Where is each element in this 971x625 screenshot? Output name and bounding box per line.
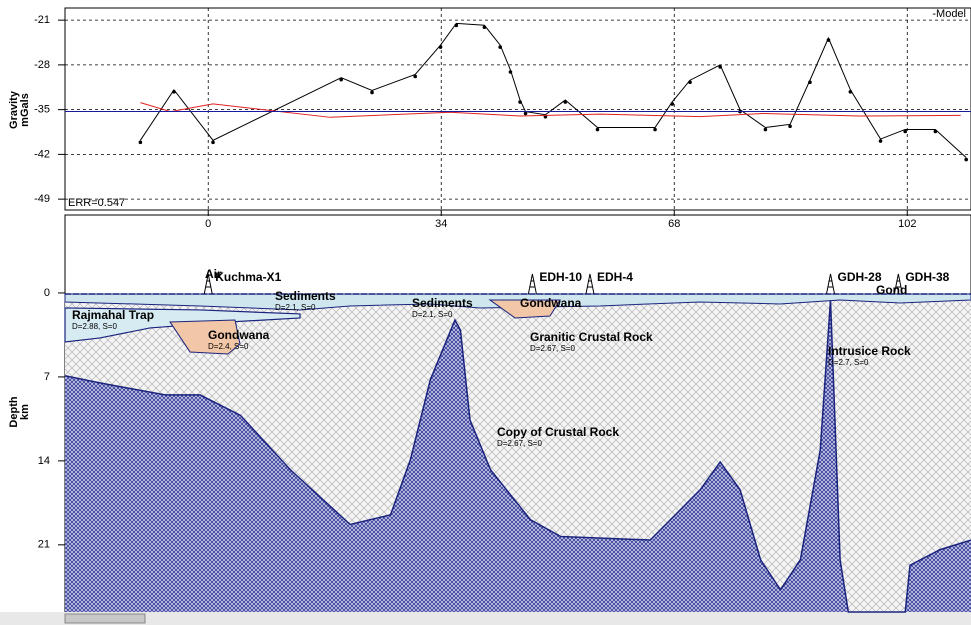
y-tick-label: -35 (34, 104, 50, 116)
body-label: Air (205, 267, 222, 281)
x-tick-label: 0 (205, 218, 211, 230)
observed-point (339, 77, 343, 82)
observed-point (878, 139, 883, 143)
observed-point (523, 111, 528, 116)
y-axis-label: Depthkm (8, 396, 31, 427)
observed-point (670, 102, 674, 106)
observed-point (413, 74, 418, 79)
observed-point (718, 65, 722, 69)
x-tick-label: 34 (435, 218, 447, 230)
observed-point (438, 45, 443, 49)
body-label: Granitic Crustal Rock (530, 330, 653, 344)
y-axis-label-line: Gravity (8, 90, 20, 129)
well-label: GDH-38 (905, 270, 949, 284)
body-params: D=2.7, S=0 (828, 358, 869, 367)
well-label: EDH-4 (597, 270, 633, 284)
gondwana-basin (488, 299, 561, 319)
observed-point (848, 90, 853, 94)
body-params: D=2.67, S=0 (530, 344, 575, 353)
observed-point (563, 100, 568, 104)
series-line (139, 22, 967, 158)
body-label: Copy of Crustal Rock (497, 425, 619, 439)
well-derrick (527, 273, 537, 295)
y-axis-label: GravitymGals (8, 90, 31, 129)
model-label: -Model (932, 8, 966, 20)
observed-point (826, 38, 831, 42)
y-tick-label: -49 (34, 193, 50, 205)
x-tick-label: 68 (668, 218, 680, 230)
observed-point (903, 129, 908, 134)
observed-point (788, 124, 792, 129)
observed-point (808, 80, 812, 85)
y-tick-label: -21 (34, 14, 50, 26)
series-line (140, 102, 961, 118)
body-params: D=2.1, S=0 (412, 310, 453, 319)
y-tick-label: 21 (38, 539, 50, 551)
observed-point (454, 23, 459, 28)
observed-point (508, 70, 513, 74)
observed-point (498, 45, 502, 49)
scroll-thumb[interactable] (64, 613, 146, 624)
observed-point (482, 25, 487, 30)
observed-point (172, 90, 176, 94)
y-axis-label-line: mGals (19, 93, 31, 127)
body-label: Gondwana (520, 296, 582, 310)
observed-point (688, 80, 692, 85)
body-params: D=2.4, S=0 (208, 342, 249, 351)
layer-boundary (64, 300, 971, 613)
body-label: Sediments (412, 296, 473, 310)
observed-point (518, 100, 522, 104)
observed-point (138, 140, 143, 145)
well-derrick (585, 273, 595, 295)
well-derrick (826, 273, 835, 295)
y-tick-label: -28 (34, 59, 50, 71)
y-axis-label-line: km (19, 404, 31, 420)
observed-point (933, 129, 938, 134)
scrollbar[interactable] (0, 612, 971, 625)
body-params: D=2.88, S=0 (72, 322, 117, 331)
well-label: GDH-28 (838, 270, 882, 284)
body-label: Gondwana (208, 328, 270, 342)
observed-point (653, 127, 657, 132)
y-tick-label: -42 (34, 148, 50, 160)
body-label: Rajmahal Trap (72, 308, 154, 322)
observed-point (595, 127, 600, 132)
observed-point (211, 140, 215, 145)
body-label: Gond (876, 283, 907, 297)
well-derrick (203, 273, 213, 295)
gravity-panel (64, 7, 971, 211)
lower-crust (65, 300, 971, 612)
body-params: D=2.1, S=0 (275, 303, 316, 312)
observed-point (370, 90, 374, 95)
well-derrick (893, 273, 903, 295)
error-label: ERR=0.547 (68, 197, 125, 209)
body-label: Sediments (275, 289, 336, 303)
x-tick-label: 102 (898, 218, 916, 230)
y-axis-label-line: Depth (8, 396, 20, 427)
well-label: Kuchma-X1 (215, 270, 281, 284)
y-tick-label: 0 (44, 287, 50, 299)
y-tick-label: 14 (38, 455, 50, 467)
well-label: EDH-10 (539, 270, 582, 284)
observed-point (964, 157, 969, 162)
body-label: Intrusice Rock (828, 344, 911, 358)
gondwana-basin (169, 319, 241, 355)
y-tick-label: 7 (44, 371, 50, 383)
observed-point (763, 127, 768, 132)
body-params: D=2.67, S=0 (497, 439, 542, 448)
